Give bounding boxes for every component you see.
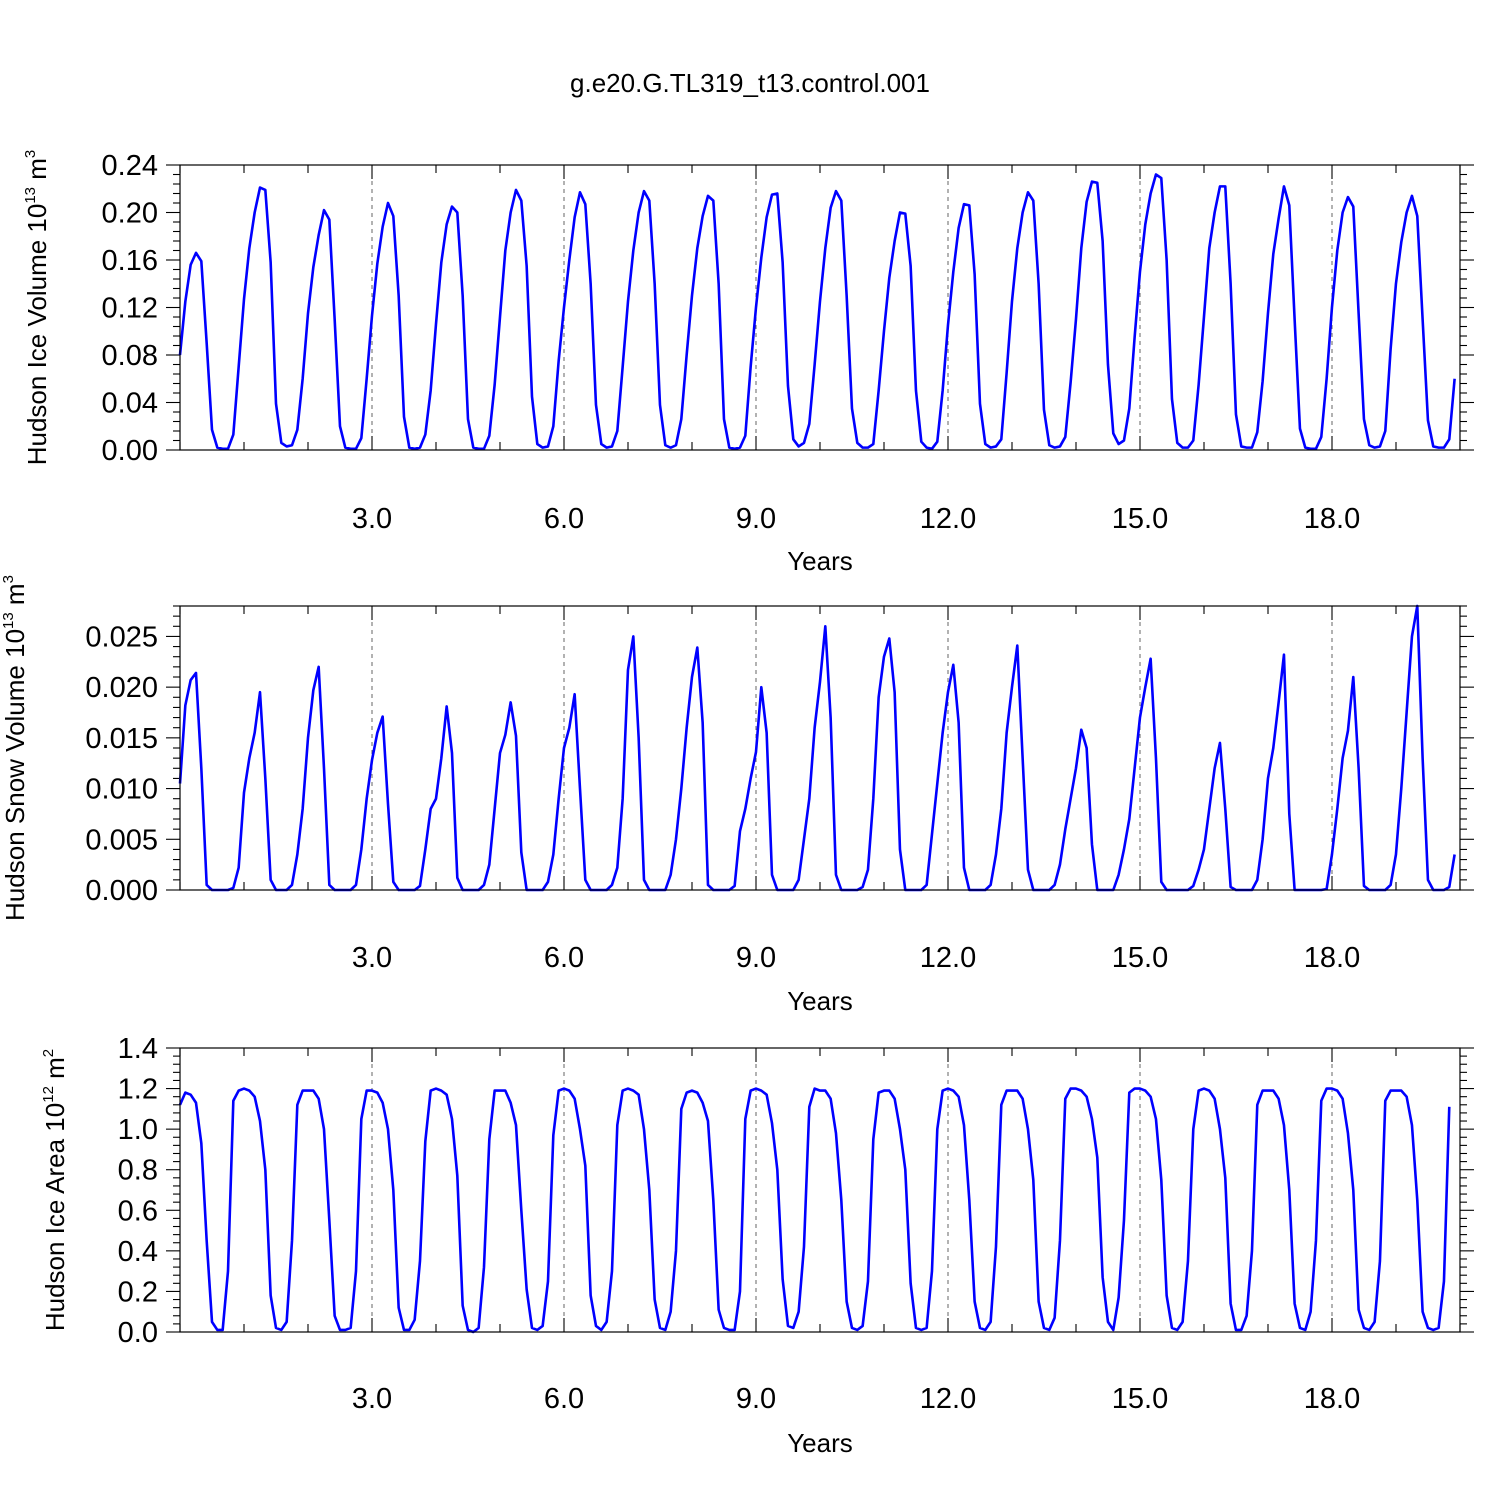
y-tick-label: 0.000 xyxy=(85,875,158,907)
y-tick-label: 0.20 xyxy=(102,198,158,230)
y-tick-label: 0.015 xyxy=(85,723,158,755)
y-tick-label: 0.0 xyxy=(118,1317,158,1349)
y-axis-label-text: m xyxy=(0,583,30,612)
y-tick-label: 0.6 xyxy=(118,1195,158,1227)
series-line xyxy=(178,1087,1451,1334)
x-axis-label: Years xyxy=(787,546,853,576)
figure-title: g.e20.G.TL319_t13.control.001 xyxy=(570,68,930,98)
y-axis-label: Hudson Ice Volume 1013 m3 xyxy=(22,150,52,466)
y-tick-label: 0.16 xyxy=(102,245,158,277)
y-axis-label-text: Hudson Ice Area 10 xyxy=(40,1103,70,1331)
y-tick-label: 0.12 xyxy=(102,293,158,325)
y-axis-label-exponent: 13 xyxy=(22,187,39,204)
plot-frame xyxy=(179,1047,1461,1333)
x-tick-label: 18.0 xyxy=(1304,503,1360,535)
panels: 0.00 0.04 0.08 0.12 0.16 0.20 0.24 3.0 6.0 9.0 12.… xyxy=(0,150,1474,1458)
y-tick-label: 0.8 xyxy=(118,1155,158,1187)
y-tick-label: 0.00 xyxy=(102,435,158,467)
x-tick-label: 9.0 xyxy=(736,942,776,974)
y-axis-label-exponent: 2 xyxy=(40,1049,57,1057)
y-axis-label-exponent: 13 xyxy=(0,612,17,629)
x-tick-label: 3.0 xyxy=(352,942,392,974)
x-tick-label: 9.0 xyxy=(736,503,776,535)
plot-frame xyxy=(179,164,1461,451)
chart-panel-1: 0.00 0.04 0.08 0.12 0.16 0.20 0.24 3.0 6.0 9.0 12.… xyxy=(22,150,1474,576)
chart-panel-2: 0.000 0.005 0.010 0.015 0.020 0.025 3.0 6.0 9.0 1… xyxy=(0,575,1474,1016)
x-tick-label: 6.0 xyxy=(544,503,584,535)
y-tick-label: 0.025 xyxy=(85,621,158,653)
y-tick-label: 0.08 xyxy=(102,340,158,372)
y-axis-label-text: Hudson Snow Volume 10 xyxy=(0,629,30,921)
y-tick-label: 1.0 xyxy=(118,1114,158,1146)
y-tick-label: 1.4 xyxy=(118,1033,158,1065)
x-tick-label: 12.0 xyxy=(920,1383,976,1415)
series-line xyxy=(178,604,1456,892)
x-tick-label: 12.0 xyxy=(920,503,976,535)
y-axis-label-text: m xyxy=(22,158,52,187)
y-tick-label: 0.020 xyxy=(85,672,158,704)
y-axis-label-text: Hudson Ice Volume 10 xyxy=(22,204,52,466)
series-line xyxy=(178,173,1456,451)
plot-frame xyxy=(179,605,1461,891)
x-tick-label: 15.0 xyxy=(1112,942,1168,974)
x-tick-label: 18.0 xyxy=(1304,942,1360,974)
x-tick-label: 9.0 xyxy=(736,1383,776,1415)
y-axis-label: Hudson Ice Area 1012 m2 xyxy=(40,1049,70,1331)
x-axis-label: Years xyxy=(787,986,853,1016)
y-tick-label: 0.04 xyxy=(102,388,158,420)
x-tick-label: 15.0 xyxy=(1112,503,1168,535)
y-tick-label: 0.005 xyxy=(85,824,158,856)
y-tick-label: 0.4 xyxy=(118,1236,158,1268)
x-tick-label: 6.0 xyxy=(544,942,584,974)
y-axis-label-exponent: 3 xyxy=(22,150,39,158)
y-tick-label: 0.2 xyxy=(118,1276,158,1308)
y-tick-label: 0.010 xyxy=(85,774,158,806)
y-axis-label-exponent: 12 xyxy=(40,1086,57,1103)
x-tick-label: 12.0 xyxy=(920,942,976,974)
y-tick-label: 0.24 xyxy=(102,150,158,182)
x-tick-label: 3.0 xyxy=(352,503,392,535)
x-tick-label: 3.0 xyxy=(352,1383,392,1415)
chart-panel-3: 0.0 0.2 0.4 0.6 0.8 1.0 1.2 1.4 3.0 6.0 9.0 12.0 15.… xyxy=(40,1033,1474,1458)
x-tick-label: 18.0 xyxy=(1304,1383,1360,1415)
y-axis-label: Hudson Snow Volume 1013 m3 xyxy=(0,575,30,921)
x-tick-label: 6.0 xyxy=(544,1383,584,1415)
y-axis-label-exponent: 3 xyxy=(0,575,17,583)
y-tick-label: 1.2 xyxy=(118,1074,158,1106)
y-axis-label-text: m xyxy=(40,1057,70,1086)
x-tick-label: 15.0 xyxy=(1112,1383,1168,1415)
x-axis-label: Years xyxy=(787,1428,853,1458)
